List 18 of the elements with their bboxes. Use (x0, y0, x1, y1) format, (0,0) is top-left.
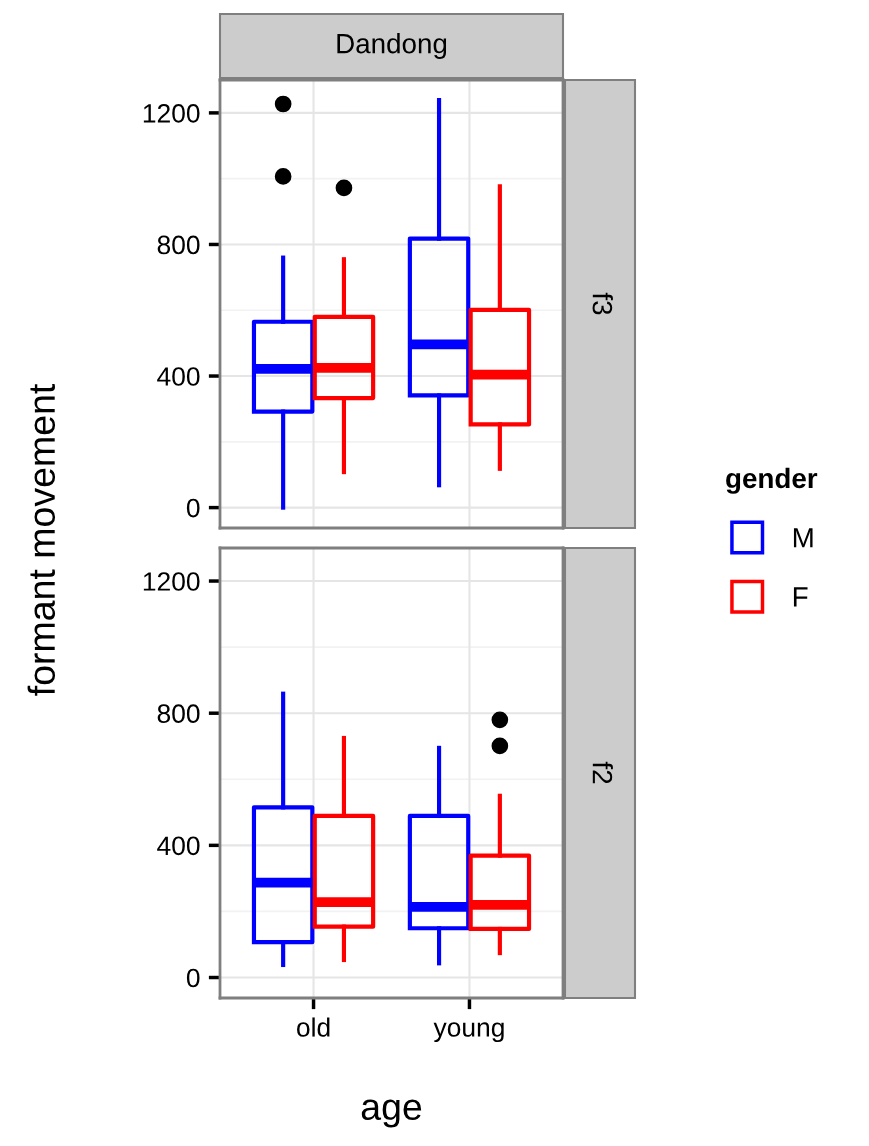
y-tick-label: 1200 (143, 572, 200, 591)
x-tick-label: old (297, 1017, 330, 1037)
y-tick-label: 400 (157, 367, 200, 386)
text: f3 (592, 292, 613, 315)
chart-title: Dandong (337, 33, 447, 59)
legend-label: F (793, 587, 808, 607)
y-tick-label: 400 (157, 836, 200, 856)
y-tick-label: 800 (157, 235, 200, 255)
x-tick-label: young (433, 1022, 504, 1043)
y-tick-label: 0 (186, 968, 200, 988)
legend-label: M (793, 528, 813, 548)
y-tick-label: 0 (186, 498, 200, 518)
x-axis-title: age (361, 1099, 422, 1128)
legend-title: gender (726, 467, 818, 494)
y-tick-label: 800 (157, 704, 200, 724)
y-axis-title: formant movement (27, 383, 56, 696)
text: f2 (592, 761, 613, 784)
y-tick-label: 1200 (143, 104, 200, 123)
